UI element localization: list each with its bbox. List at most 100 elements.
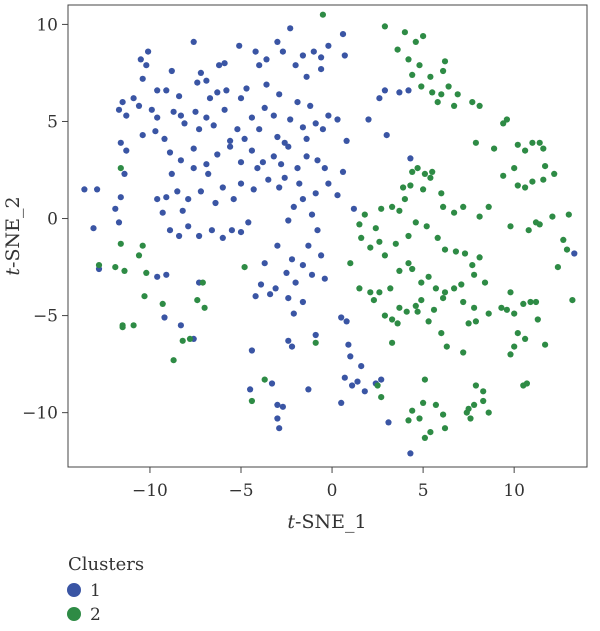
cluster-1-point — [274, 401, 281, 408]
cluster-2-point — [367, 244, 374, 251]
cluster-2-point — [485, 310, 492, 317]
cluster-2-point — [401, 29, 408, 36]
cluster-1-point — [196, 232, 203, 240]
cluster-1-point — [365, 116, 372, 123]
cluster-2-point — [356, 285, 363, 292]
cluster-1-point — [152, 128, 159, 135]
cluster-2-point — [440, 67, 447, 75]
cluster-1-point — [305, 242, 312, 249]
cluster-1-point — [308, 271, 316, 278]
cluster-1-point — [137, 56, 144, 63]
cluster-1-point — [250, 186, 257, 193]
cluster-1-point — [185, 196, 192, 203]
cluster-1-point — [259, 159, 266, 166]
cluster-1-point — [303, 73, 310, 80]
cluster-2-point — [469, 99, 476, 106]
cluster-2-point — [367, 289, 374, 296]
cluster-1-point — [285, 295, 292, 302]
cluster-1-point — [166, 227, 174, 234]
cluster-2-point — [425, 318, 432, 325]
cluster-1-point — [276, 425, 283, 432]
cluster-2-point — [503, 116, 510, 123]
cluster-1-point — [115, 106, 123, 113]
cluster-2-point — [186, 335, 194, 342]
cluster-1-point — [285, 337, 292, 344]
cluster-1-point — [241, 135, 248, 142]
cluster-2-point — [472, 382, 479, 389]
cluster-2-point — [554, 264, 562, 271]
cluster-2-point — [476, 213, 483, 220]
cluster-2-point — [532, 298, 540, 306]
cluster-1-point — [279, 403, 286, 410]
cluster-2-point — [511, 310, 518, 317]
cluster-1-point — [112, 205, 119, 212]
cluster-2-point — [194, 297, 201, 304]
cluster-2-point — [471, 271, 478, 278]
x-tick-label: −5 — [228, 481, 253, 501]
cluster-1-point — [117, 194, 124, 201]
cluster-2-point — [409, 71, 416, 78]
cluster-2-point — [569, 297, 576, 304]
cluster-2-point — [520, 300, 527, 307]
cluster-2-point — [458, 281, 465, 288]
cluster-1-point — [276, 184, 283, 191]
cluster-2-point — [381, 23, 388, 30]
cluster-1-point — [283, 269, 290, 276]
cluster-2-point — [440, 203, 447, 210]
cluster-1-point — [214, 89, 221, 96]
cluster-2-point — [454, 91, 461, 98]
cluster-1-point — [405, 87, 412, 94]
cluster-1-point — [168, 67, 175, 75]
cluster-2-point — [441, 246, 449, 253]
cluster-1-point — [94, 186, 101, 193]
cluster-1-point — [383, 132, 390, 139]
cluster-2-point — [112, 264, 119, 271]
cluster-2-point — [438, 330, 445, 337]
cluster-1-point — [163, 271, 170, 278]
cluster-2-point — [418, 297, 425, 304]
cluster-2-point — [119, 322, 126, 329]
cluster-2-point — [540, 176, 547, 183]
cluster-2-point — [432, 285, 439, 292]
cluster-1-point — [117, 139, 124, 146]
cluster-2-point — [400, 184, 407, 191]
cluster-1-point — [358, 363, 365, 370]
cluster-2-point — [507, 289, 514, 296]
cluster-2-point — [529, 178, 536, 185]
cluster-1-point — [312, 120, 319, 127]
cluster-1-point — [243, 85, 250, 92]
y-axis: −10 −5 0 5 10 — [22, 15, 68, 424]
cluster-2-point — [418, 279, 425, 286]
cluster-1-point — [248, 347, 255, 354]
cluster-1-point — [154, 273, 161, 280]
cluster-2-point — [201, 304, 208, 311]
cluster-2-point — [445, 83, 452, 90]
cluster-2-point — [405, 417, 412, 424]
cluster-2-point — [525, 227, 532, 234]
cluster-1-point — [176, 232, 183, 240]
x-tick-label: −10 — [132, 481, 168, 501]
cluster-2-point — [409, 407, 416, 414]
cluster-2-point — [143, 269, 150, 276]
cluster-1-point — [305, 386, 312, 393]
cluster-1-point — [256, 62, 263, 69]
cluster-1-point — [177, 322, 184, 329]
cluster-1-point — [281, 174, 288, 181]
cluster-2-point — [416, 415, 423, 422]
cluster-1-point — [196, 126, 203, 133]
cluster-2-point — [529, 139, 536, 146]
cluster-2-point — [139, 242, 146, 249]
cluster-1-point — [299, 52, 306, 59]
cluster-1-point — [285, 143, 292, 150]
cluster-2-point — [438, 190, 445, 197]
cluster-2-point — [514, 330, 521, 337]
cluster-1-point — [347, 353, 354, 360]
cluster-1-point — [312, 190, 319, 197]
cluster-1-point — [292, 62, 299, 69]
cluster-1-point — [248, 147, 255, 154]
cluster-1-point — [197, 188, 204, 195]
legend-title: Clusters — [68, 554, 144, 575]
cluster-2-point — [440, 411, 447, 418]
cluster-2-point — [412, 38, 419, 46]
cluster-2-point — [141, 293, 148, 300]
